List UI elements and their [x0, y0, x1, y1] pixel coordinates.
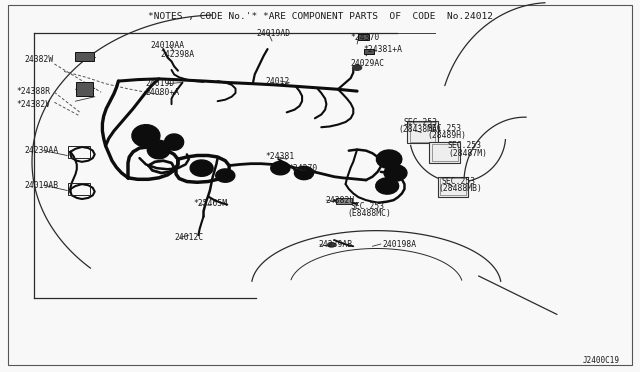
Text: 24012C: 24012C — [174, 233, 204, 242]
Text: 24382U: 24382U — [325, 196, 355, 205]
Text: *24270: *24270 — [288, 164, 317, 173]
Polygon shape — [190, 160, 213, 176]
Text: *NOTES , CODE No.'* *ARE COMPONENT PARTS  OF  CODE  No.24012: *NOTES , CODE No.'* *ARE COMPONENT PARTS… — [147, 12, 493, 21]
Text: 242398A: 242398A — [160, 50, 194, 59]
Text: (28488MB): (28488MB) — [438, 185, 483, 193]
Bar — [336, 198, 352, 204]
Text: *24381+A: *24381+A — [364, 45, 403, 54]
Bar — [358, 34, 369, 40]
Text: (E8488MC): (E8488MC) — [347, 209, 391, 218]
Text: (28489H): (28489H) — [428, 131, 467, 140]
Text: 24019AD: 24019AD — [256, 29, 290, 38]
Polygon shape — [147, 140, 170, 159]
Text: (28438MA): (28438MA) — [399, 125, 443, 134]
Text: 24019AB: 24019AB — [24, 181, 58, 190]
Text: J2400C19: J2400C19 — [582, 356, 620, 365]
Text: *24388R: *24388R — [16, 87, 50, 96]
Polygon shape — [216, 169, 235, 182]
Text: (28487M): (28487M) — [448, 149, 487, 158]
Text: 240198A: 240198A — [383, 240, 417, 249]
Text: *24370: *24370 — [351, 33, 380, 42]
Bar — [407, 121, 438, 143]
Polygon shape — [376, 150, 402, 169]
Bar — [76, 82, 93, 96]
Text: 24382W: 24382W — [24, 55, 54, 64]
Text: *24381: *24381 — [266, 153, 295, 161]
Bar — [75, 52, 94, 61]
Circle shape — [328, 243, 335, 247]
Text: SEC.253: SEC.253 — [403, 118, 437, 126]
Bar — [438, 177, 468, 197]
Bar — [429, 142, 460, 163]
Polygon shape — [132, 125, 160, 147]
Polygon shape — [164, 134, 184, 150]
Polygon shape — [384, 165, 407, 181]
Polygon shape — [294, 166, 314, 180]
Text: 24012: 24012 — [266, 77, 290, 86]
Polygon shape — [271, 161, 290, 175]
Text: *24382V: *24382V — [16, 100, 50, 109]
Text: 24019D: 24019D — [146, 79, 175, 88]
Text: 24080+A: 24080+A — [146, 88, 180, 97]
Text: 24019AA: 24019AA — [150, 41, 184, 50]
Bar — [432, 144, 458, 161]
Text: SEC.253: SEC.253 — [448, 141, 482, 150]
Bar — [410, 122, 435, 142]
Text: 24029AC: 24029AC — [351, 60, 385, 68]
Text: *25465M: *25465M — [193, 199, 227, 208]
Bar — [364, 49, 374, 54]
Text: 24239AB: 24239AB — [319, 240, 353, 249]
Polygon shape — [376, 178, 399, 194]
Text: SEC.253: SEC.253 — [351, 202, 385, 211]
Bar — [440, 178, 466, 196]
Text: 24239AA: 24239AA — [24, 146, 58, 155]
Text: SEC.253: SEC.253 — [428, 124, 461, 133]
Text: SEC.253: SEC.253 — [442, 177, 476, 186]
Circle shape — [353, 65, 362, 70]
